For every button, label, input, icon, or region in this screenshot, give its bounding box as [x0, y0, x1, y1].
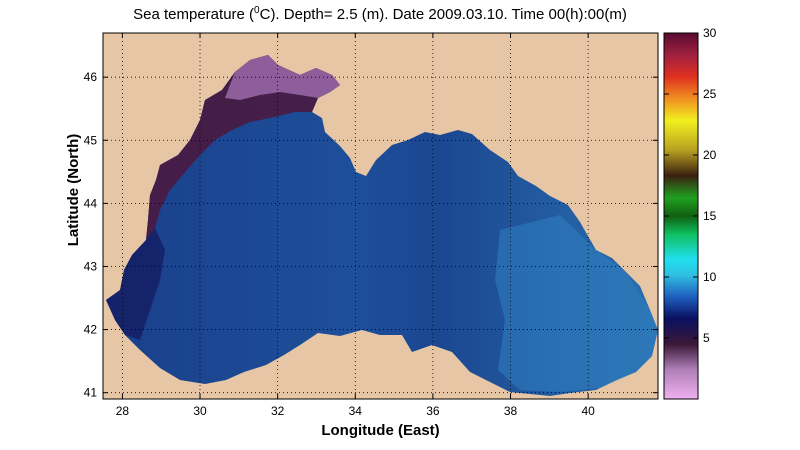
nw-shelf-cold-water: [146, 55, 340, 240]
x-tick-label: 30: [193, 404, 207, 418]
y-tick-label: 44: [84, 196, 98, 210]
colorbar-tick-label: 20: [703, 148, 717, 162]
x-axis-label: Longitude (East): [321, 422, 440, 439]
danube-plume: [225, 55, 340, 100]
y-tick-label: 45: [84, 133, 98, 147]
colorbar-ticks: 5 10 15 20 25 30: [664, 26, 717, 345]
y-axis: 41 42 43 44 45 46: [84, 70, 658, 400]
y-tick-label: 41: [84, 386, 98, 400]
colorbar-tick-label: 10: [703, 270, 717, 284]
y-tick-label: 42: [84, 323, 98, 337]
x-tick-label: 34: [349, 404, 363, 418]
colorbar: [663, 32, 699, 400]
colorbar-tick-label: 5: [703, 331, 710, 345]
colorbar-tick-label: 25: [703, 87, 717, 101]
y-tick-label: 46: [84, 70, 98, 84]
colorbar-tick-label: 30: [703, 26, 717, 40]
x-tick-label: 36: [426, 404, 440, 418]
x-axis: 28 30 32 34 36 38 40: [116, 33, 595, 418]
western-coastal-dark-band: [106, 228, 165, 340]
x-tick-label: 40: [581, 404, 595, 418]
grid: [103, 33, 658, 399]
y-axis-label: Latitude (North): [65, 133, 82, 247]
x-tick-label: 38: [504, 404, 518, 418]
map-title: Sea temperature (0C). Depth= 2.5 (m). Da…: [133, 5, 627, 23]
plot-frame: [102, 32, 659, 400]
eastern-warm-water: [495, 215, 658, 392]
x-tick-label: 28: [116, 404, 130, 418]
y-tick-label: 43: [84, 259, 98, 273]
colorbar-tick-label: 15: [703, 209, 717, 223]
x-tick-label: 32: [271, 404, 285, 418]
